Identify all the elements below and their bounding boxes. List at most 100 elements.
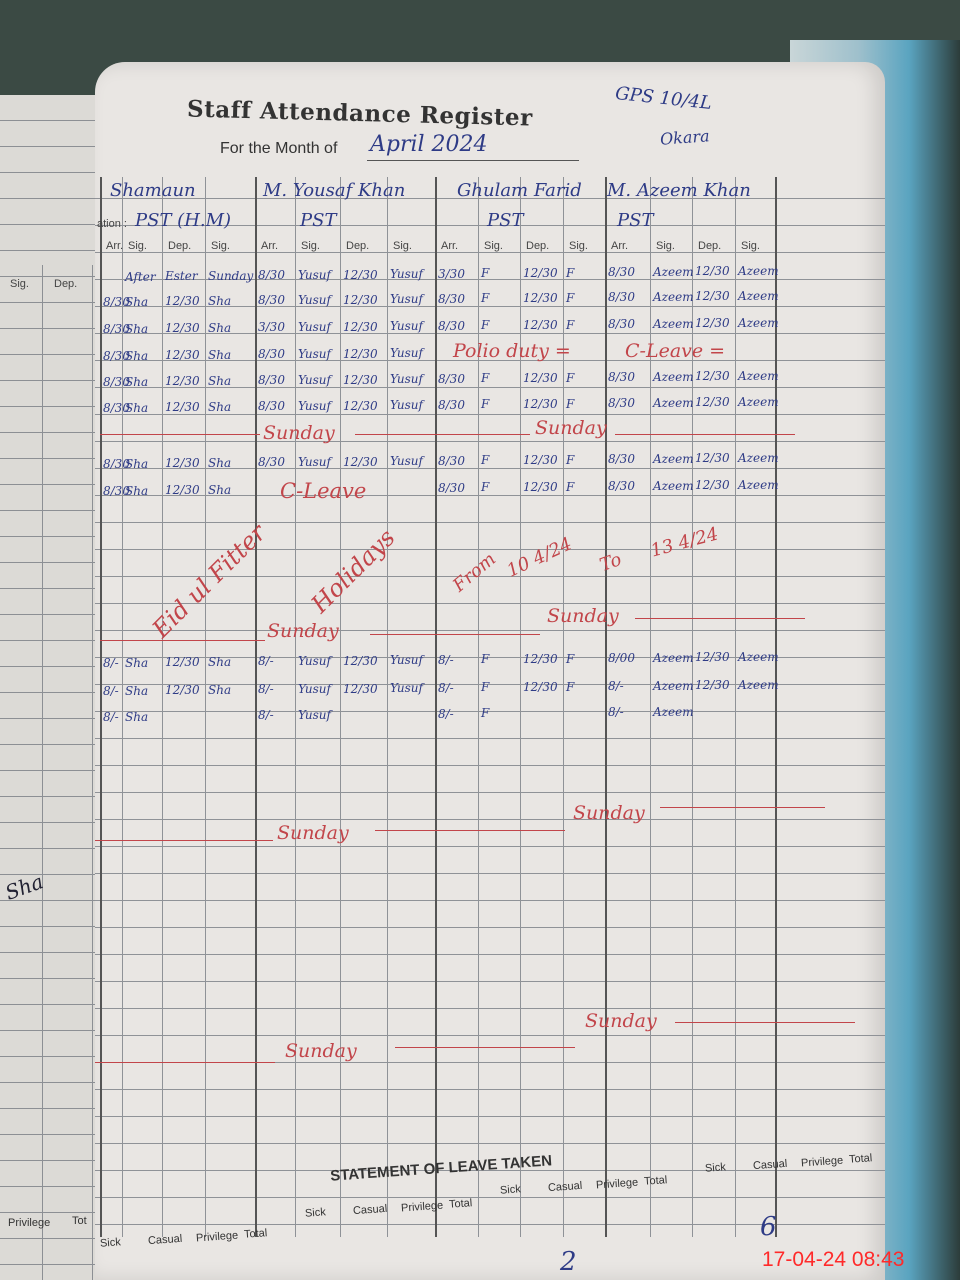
month-label: For the Month of [220,140,338,157]
time-entry: 12/30 [343,372,378,387]
time-entry: 8/30 [103,401,130,415]
sunday-line [660,807,825,808]
signature: Azeem [738,678,779,692]
sunday-label: Sunday [277,822,349,844]
time-entry: 12/30 [695,264,730,279]
signature: Sha [208,399,232,414]
signature: F [481,371,490,386]
signature: Sha [208,654,232,669]
signature: Sha [125,348,149,363]
time-entry: 12/30 [165,683,200,698]
column-header: Sig. [741,240,760,252]
signature: Azeem [738,369,779,383]
signature: Sha [208,682,232,697]
time-entry: 12/30 [165,321,200,336]
signature: Sha [125,400,149,415]
signature: F [566,396,575,411]
signature: Yusuf [298,708,331,722]
time-entry: 8/30 [103,375,130,389]
leave-header: Casual [752,1157,788,1173]
sunday-label: Sunday [535,417,607,439]
column-header: Arr. [261,240,279,252]
signature: Yusuf [390,398,423,413]
staff-name-3: Ghulam Farid [457,180,582,201]
school-name: GPS 10/4L [614,82,713,115]
time-entry: 8/00 [608,651,635,666]
column-divider [255,177,257,1237]
signature: Azeem [738,478,779,492]
time-entry: 12/30 [695,369,730,384]
column-divider [735,177,736,1237]
leave-header: Casual [352,1202,388,1218]
time-entry: 12/30 [523,266,558,280]
time-entry: 8/30 [103,484,130,498]
column-divider [122,177,123,1237]
staff-designation-4: PST [617,210,654,231]
signature: Yusuf [390,372,423,387]
leave-header: Sick [499,1183,522,1197]
time-entry: 8/30 [608,479,635,494]
column-header: Dep. [698,240,722,252]
column-divider [520,177,521,1237]
time-entry: 8/- [438,680,454,695]
signature: F [481,480,490,495]
column-header: Sig. [211,240,230,252]
signature: Yusuf [298,293,331,307]
signature: Sha [125,321,149,336]
signature: Sha [125,655,149,670]
signature: F [566,317,575,332]
time-entry: 8/30 [258,373,285,388]
sunday-line [370,634,540,635]
time-entry: 8/30 [608,290,635,305]
time-entry: 12/30 [343,398,378,413]
column-divider [650,177,651,1237]
time-entry: 12/30 [695,451,730,466]
time-entry: 12/30 [695,678,730,693]
c-leave-note: C-Leave = [625,340,726,362]
column-header: Dep. [346,240,370,252]
column-header: Sig. [128,240,147,252]
sunday-line [615,434,795,435]
leave-header: Sick [704,1161,727,1175]
time-entry: 12/30 [343,319,378,334]
time-entry: 12/30 [343,681,378,696]
column-header: Sig. [301,240,320,252]
time-entry: 12/30 [695,316,730,331]
signature: Yusuf [298,654,331,668]
left-header-total: Tot [72,1215,87,1227]
staff-name-2: M. Yousaf Khan [263,180,406,201]
signature: F [566,651,575,666]
sunday-label: Sunday [573,802,645,824]
time-entry: 12/30 [695,395,730,410]
sunday-label: Sunday [267,620,339,642]
time-entry: 8/30 [608,265,635,280]
month-underline [367,160,579,161]
leave-header: Total [243,1227,268,1241]
time-entry: 12/30 [165,456,200,471]
signature: F [566,290,575,305]
time-entry: 12/30 [695,289,730,304]
signature: Sha [208,293,232,308]
staff-name-1: Shamaun [110,180,196,201]
photo-timestamp: 17-04-24 08:43 [762,1248,905,1271]
signature: Azeem [653,264,694,279]
sunday-label: Sunday [585,1010,657,1032]
sunday-line [375,830,565,831]
sunday-line [395,1047,575,1048]
staff-designation-3: PST [487,210,524,231]
time-entry: 12/30 [165,294,200,309]
time-entry: 12/30 [695,650,730,665]
time-entry: 12/30 [343,292,378,307]
time-entry: 12/30 [343,267,378,282]
leave-header: Sick [304,1206,327,1220]
signature: Sha [125,374,149,389]
time-entry: 8/- [103,684,119,698]
column-divider [387,177,388,1237]
signature: Sha [125,456,149,471]
c-leave-note: C-Leave [280,479,367,503]
page-title: Staff Attendance Register [186,95,534,132]
signature: Sha [125,683,149,698]
sunday-label: Sunday [547,605,619,627]
time-entry: Ester [165,269,198,284]
signature: Azeem [738,395,779,409]
